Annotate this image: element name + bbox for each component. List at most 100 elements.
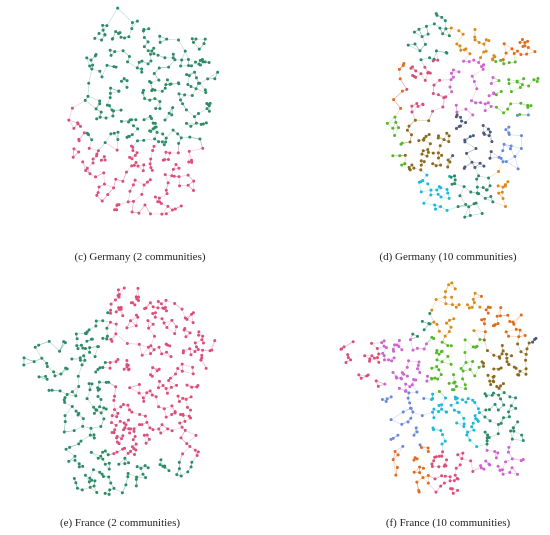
node — [90, 478, 94, 482]
node — [169, 82, 173, 86]
node — [511, 320, 515, 324]
node — [109, 86, 113, 90]
node — [156, 386, 160, 390]
node — [151, 366, 155, 370]
edge — [184, 51, 189, 60]
node — [429, 188, 433, 192]
edge — [59, 341, 64, 352]
node — [109, 302, 113, 306]
node — [450, 281, 454, 285]
node — [458, 463, 462, 467]
node — [194, 87, 198, 91]
node — [58, 349, 62, 353]
edge — [489, 131, 493, 142]
node — [136, 127, 140, 131]
node — [137, 211, 141, 215]
node — [471, 113, 475, 117]
node — [470, 74, 474, 78]
node — [432, 407, 436, 411]
edge — [86, 389, 91, 399]
node — [108, 361, 112, 365]
node — [471, 469, 475, 473]
edge — [447, 206, 459, 211]
node — [191, 372, 195, 376]
node — [72, 476, 76, 480]
node — [526, 105, 530, 109]
node — [118, 419, 122, 423]
edge — [442, 97, 445, 108]
node — [123, 36, 127, 40]
node — [115, 434, 119, 438]
node — [470, 160, 474, 164]
node — [411, 65, 415, 69]
node — [112, 65, 116, 69]
edge — [166, 327, 175, 334]
edge — [464, 206, 469, 218]
node — [201, 122, 205, 126]
node — [485, 442, 489, 446]
edge — [459, 195, 466, 205]
node — [88, 346, 92, 350]
node — [489, 150, 493, 154]
node — [492, 367, 496, 371]
node — [90, 138, 94, 142]
edge — [189, 136, 200, 140]
node — [88, 172, 92, 176]
node — [399, 142, 403, 146]
node — [158, 107, 162, 111]
node — [526, 113, 530, 117]
node — [165, 192, 169, 196]
node — [440, 433, 444, 437]
node — [439, 205, 443, 209]
node — [140, 353, 144, 357]
node — [533, 50, 537, 54]
node — [134, 324, 138, 328]
node — [465, 151, 469, 155]
node — [71, 155, 75, 159]
node — [507, 61, 511, 65]
node — [186, 183, 190, 187]
node — [122, 421, 126, 425]
node — [461, 377, 465, 381]
node — [187, 74, 191, 78]
node — [457, 125, 461, 129]
node — [397, 67, 401, 71]
node — [405, 374, 409, 378]
node — [134, 118, 138, 122]
node — [435, 358, 439, 362]
node — [116, 358, 120, 362]
node — [99, 158, 103, 162]
edge — [138, 344, 143, 356]
node — [90, 382, 94, 386]
node — [502, 111, 506, 115]
node — [72, 126, 76, 130]
node — [448, 475, 452, 479]
node — [465, 303, 469, 307]
node — [414, 426, 418, 430]
node — [96, 149, 100, 153]
node — [189, 64, 193, 68]
node — [430, 308, 434, 312]
edge — [126, 325, 137, 329]
node — [148, 426, 152, 430]
node — [127, 120, 131, 124]
node — [180, 362, 184, 366]
node — [160, 423, 164, 427]
node — [488, 130, 492, 134]
node — [410, 163, 414, 167]
node — [157, 427, 161, 431]
node — [153, 195, 157, 199]
node — [190, 460, 194, 464]
node — [473, 374, 477, 378]
node — [411, 410, 415, 414]
edge — [144, 204, 151, 215]
node — [203, 37, 207, 41]
node — [72, 147, 76, 151]
node — [424, 24, 428, 28]
edge — [199, 138, 204, 149]
edge — [38, 341, 50, 346]
node — [176, 394, 180, 398]
node — [146, 466, 150, 470]
node — [396, 433, 400, 437]
node — [484, 408, 488, 412]
